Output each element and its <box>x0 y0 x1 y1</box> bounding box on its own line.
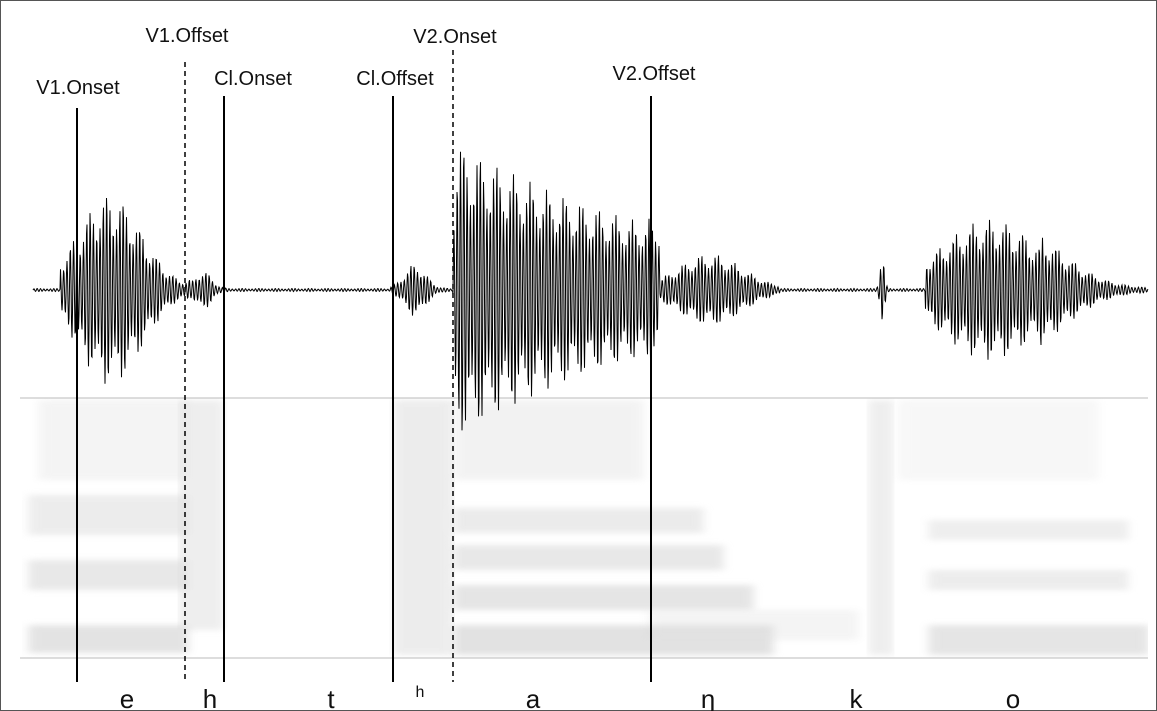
boundary-label: Cl.Onset <box>214 68 292 90</box>
boundary-label: V2.Offset <box>612 63 695 85</box>
spectrogram <box>30 400 1148 655</box>
segment-label: o <box>1006 684 1020 711</box>
spectral-energy <box>180 400 225 630</box>
spectral-energy <box>453 545 723 570</box>
spectral-energy <box>900 400 1100 480</box>
spectral-energy <box>30 625 190 653</box>
spectral-energy <box>392 400 452 655</box>
spectral-energy <box>30 495 190 535</box>
boundary-label: Cl.Offset <box>356 68 434 90</box>
segment-label: h <box>416 684 425 701</box>
spectral-energy <box>930 625 1148 655</box>
spectral-energy <box>650 610 860 640</box>
spectral-energy <box>453 585 753 610</box>
waveform <box>32 151 1149 431</box>
spectral-energy <box>930 570 1130 590</box>
segment-label: h <box>203 684 217 711</box>
spectral-energy <box>930 520 1130 540</box>
spectral-energy <box>30 560 190 590</box>
segment-label: e <box>120 684 134 711</box>
spectral-energy <box>453 400 643 480</box>
boundary-label: V2.Onset <box>413 26 497 48</box>
segment-label: a <box>526 684 541 711</box>
boundary-label: V1.Onset <box>36 77 120 99</box>
segment-label: ŋ <box>701 684 715 711</box>
spectral-energy <box>453 508 703 533</box>
spectral-energy <box>40 400 190 480</box>
segment-label: t <box>327 684 335 711</box>
spectral-energy <box>868 400 893 655</box>
boundary-label: V1.Offset <box>145 25 228 47</box>
segment-label: k <box>850 684 864 711</box>
